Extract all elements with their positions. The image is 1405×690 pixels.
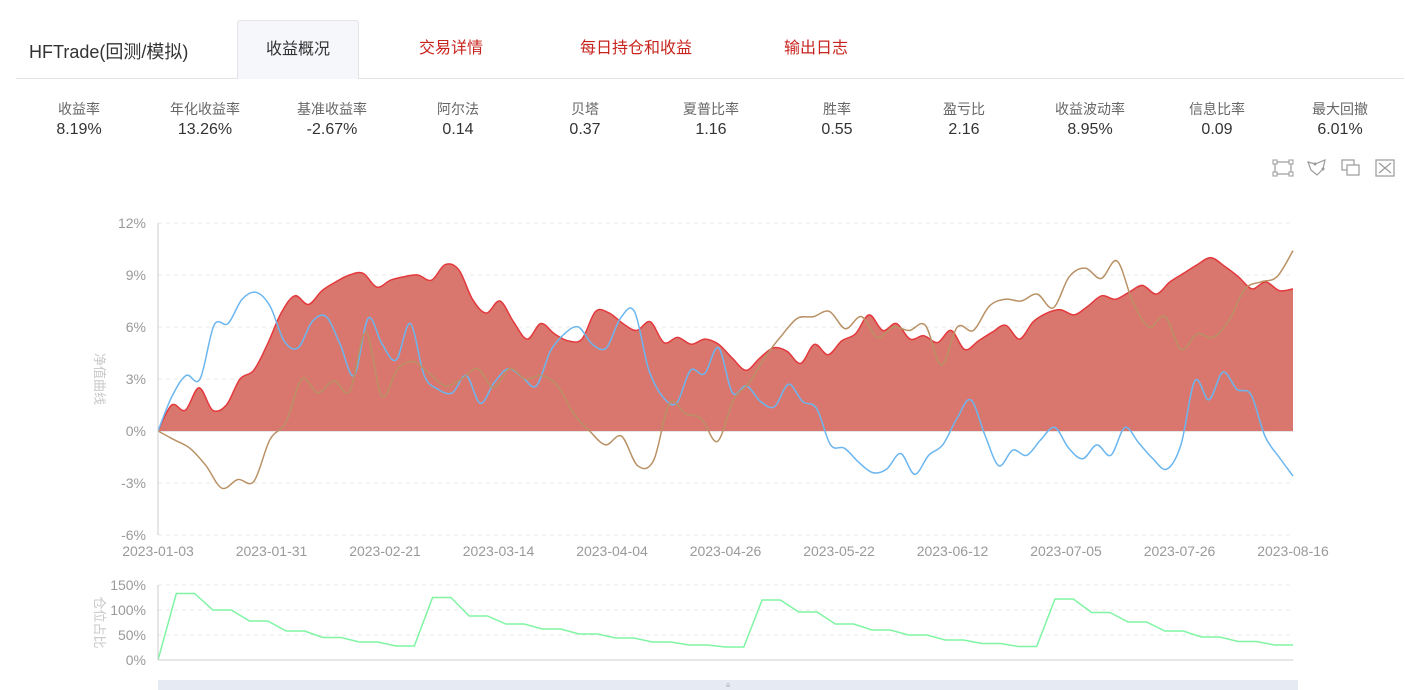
x-tick-label: 2023-04-04 — [576, 543, 648, 559]
y-tick-label: 150% — [110, 577, 146, 593]
x-tick-label: 2023-01-03 — [122, 543, 194, 559]
app-title: HFTrade(回测/模拟) — [29, 42, 189, 62]
benchmark-line — [157, 291, 1294, 477]
y-tick-label: 0% — [126, 423, 146, 439]
metric-sharpe: 夏普比率 1.16 — [656, 100, 766, 141]
metric-label: 盈亏比 — [943, 101, 985, 117]
metric-label: 基准收益率 — [297, 101, 367, 117]
x-tick-label: 2023-02-21 — [349, 543, 421, 559]
tab-overview[interactable]: 收益概况 — [237, 20, 359, 79]
y-tick-label: 3% — [126, 371, 146, 387]
metric-value: 8.19% — [56, 121, 102, 138]
metric-label: 收益率 — [58, 101, 100, 117]
metric-value: 0.09 — [1201, 121, 1233, 138]
x-tick-label: 2023-05-22 — [803, 543, 875, 559]
metric-volatility: 收益波动率 8.95% — [1035, 100, 1145, 141]
metric-label: 胜率 — [823, 101, 851, 117]
slider-handle-icon[interactable]: ≡ — [726, 681, 731, 690]
metric-label: 阿尔法 — [437, 101, 479, 117]
main-chart-series — [157, 250, 1294, 490]
metric-beta: 贝塔 0.37 — [530, 100, 640, 141]
metric-value: -2.67% — [306, 121, 358, 138]
metric-profit-loss-ratio: 盈亏比 2.16 — [909, 100, 1019, 141]
y-tick-label: 6% — [126, 319, 146, 335]
strategy-area — [158, 257, 1293, 431]
y-tick-label: 9% — [126, 267, 146, 283]
metric-alpha: 阿尔法 0.14 — [403, 100, 513, 141]
strategy-line — [157, 256, 1294, 432]
metric-label: 信息比率 — [1189, 101, 1245, 117]
y-tick-label: -6% — [121, 527, 146, 543]
y-axis-name: 净值曲线 — [92, 353, 107, 405]
metric-label: 年化收益率 — [170, 101, 240, 117]
metric-value: 8.95% — [1067, 121, 1113, 138]
x-tick-label: 2023-04-26 — [690, 543, 762, 559]
chart-toolbox — [1270, 158, 1400, 180]
metric-benchmark-return: 基准收益率 -2.67% — [277, 100, 387, 141]
y-tick-label: 12% — [118, 215, 146, 231]
metric-max-drawdown: 最大回撤 6.01% — [1285, 100, 1395, 141]
metric-return: 收益率 8.19% — [24, 100, 134, 141]
metric-value: 2.16 — [948, 121, 980, 138]
y-tick-label: 0% — [126, 652, 146, 668]
metric-label: 收益波动率 — [1055, 101, 1125, 117]
metric-information-ratio: 信息比率 0.09 — [1162, 100, 1272, 141]
metric-win-rate: 胜率 0.55 — [782, 100, 892, 141]
x-tick-label: 2023-01-31 — [236, 543, 308, 559]
metric-value: 0.37 — [569, 121, 601, 138]
position-chart-series — [157, 592, 1293, 661]
metric-value: 6.01% — [1317, 121, 1363, 138]
position-line — [157, 592, 1293, 661]
x-tick-label: 2023-07-26 — [1144, 543, 1216, 559]
y-tick-label: 50% — [118, 627, 146, 643]
tab-daily-positions[interactable]: 每日持仓和收益 — [579, 40, 692, 57]
metric-label: 夏普比率 — [683, 101, 739, 117]
metric-value: 0.14 — [442, 121, 474, 138]
restore-icon[interactable] — [1340, 158, 1362, 178]
position-chart-axes: 150% 100% 50% 0% 仓位占比 — [92, 577, 159, 668]
metric-value: 1.16 — [695, 121, 727, 138]
third-line — [157, 250, 1294, 490]
tab-trade-details[interactable]: 交易详情 — [418, 40, 483, 57]
x-tick-label: 2023-06-12 — [917, 543, 989, 559]
data-zoom-slider[interactable] — [158, 680, 1298, 690]
metric-label: 贝塔 — [571, 101, 599, 117]
position-chart-grid — [158, 584, 1293, 661]
x-tick-label: 2023-07-05 — [1030, 543, 1102, 559]
x-tick-label: 2023-08-16 — [1257, 543, 1329, 559]
metric-annual-return: 年化收益率 13.26% — [150, 100, 260, 141]
save-image-icon[interactable] — [1374, 158, 1396, 178]
y-tick-label: -3% — [121, 475, 146, 491]
lasso-select-icon[interactable] — [1306, 158, 1328, 178]
header: HFTrade(回测/模拟) 收益概况 交易详情 每日持仓和收益 输出日志 — [16, 20, 1404, 79]
backtest-chart: 12% 9% 6% 3% 0% -3% -6% 净值曲线 2023-01-03 2023-01-3… — [92, 215, 1329, 690]
y-tick-label: 100% — [110, 602, 146, 618]
main-chart-axes: 12% 9% 6% 3% 0% -3% -6% 净值曲线 2023-01-03 2023-01-3… — [92, 215, 1329, 559]
tab-output-log[interactable]: 输出日志 — [783, 40, 848, 57]
metric-value: 13.26% — [177, 121, 233, 138]
metric-label: 最大回撤 — [1312, 101, 1368, 117]
x-tick-label: 2023-03-14 — [463, 543, 535, 559]
metric-value: 0.55 — [821, 121, 853, 138]
y-axis-name: 仓位占比 — [92, 596, 107, 648]
zoom-select-icon[interactable] — [1272, 158, 1294, 178]
